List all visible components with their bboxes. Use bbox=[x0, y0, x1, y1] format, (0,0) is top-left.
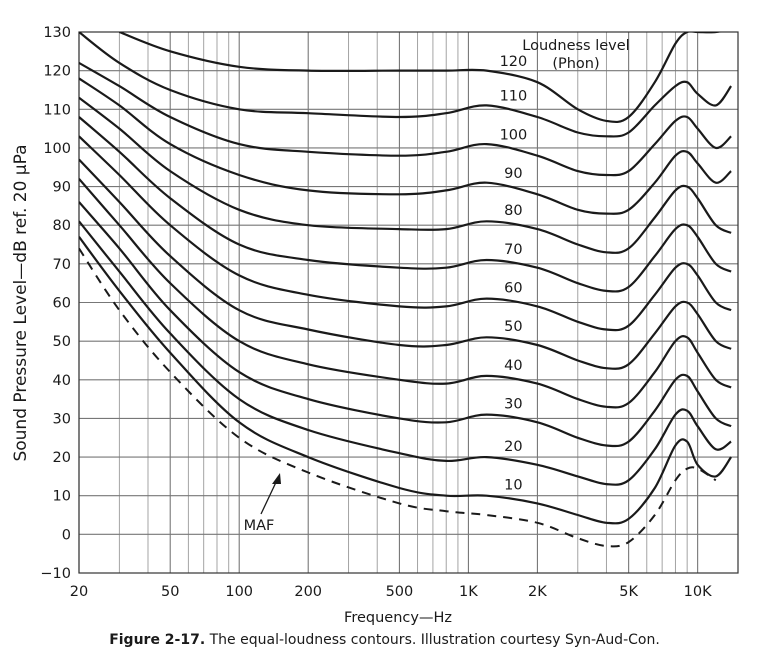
y-axis-label: Sound Pressure Level—dB ref. 20 μPa bbox=[11, 144, 31, 461]
caption-text: The equal-loudness contours. Illustratio… bbox=[205, 632, 660, 648]
x-tick-label: 100 bbox=[225, 584, 253, 600]
phon-label-90: 90 bbox=[504, 166, 522, 182]
phon-label-30: 30 bbox=[504, 396, 522, 412]
y-tick-label: 110 bbox=[43, 102, 71, 118]
x-tick-label: 2K bbox=[528, 584, 547, 600]
y-tick-label: 100 bbox=[43, 141, 71, 157]
y-tick-label: 30 bbox=[53, 411, 71, 427]
caption-figure-number: Figure 2-17. bbox=[109, 632, 206, 648]
phon-label-50: 50 bbox=[504, 319, 522, 335]
x-tick-label: 50 bbox=[161, 584, 179, 600]
loudness-curve-50-phon bbox=[79, 158, 732, 370]
maf-label: MAF bbox=[244, 518, 275, 534]
plot-frame bbox=[78, 31, 739, 574]
loudness-curve-90-phon bbox=[79, 77, 732, 215]
y-tick-label: 20 bbox=[53, 450, 71, 466]
x-tick-label: 1K bbox=[459, 584, 478, 600]
y-tick-label: 70 bbox=[53, 257, 71, 273]
loudness-curve-100-phon bbox=[79, 61, 732, 177]
x-tick-label: 500 bbox=[386, 584, 414, 600]
loudness-curve-60-phon bbox=[79, 135, 732, 332]
loudness-curve-40-phon bbox=[79, 178, 732, 409]
phon-label-100: 100 bbox=[500, 127, 528, 143]
y-tick-label: 90 bbox=[53, 180, 71, 196]
y-tick-label: 40 bbox=[53, 373, 71, 389]
legend-subtitle: (Phon) bbox=[552, 56, 599, 72]
y-tick-label: 60 bbox=[53, 296, 71, 312]
x-tick-label: 20 bbox=[70, 584, 88, 600]
x-tick-label: 200 bbox=[294, 584, 322, 600]
maf-curve bbox=[79, 247, 717, 548]
loudness-curve-10-phon bbox=[79, 236, 733, 525]
phon-label-70: 70 bbox=[504, 242, 522, 258]
phon-label-10: 10 bbox=[504, 478, 522, 494]
phon-label-120: 120 bbox=[500, 54, 528, 70]
loudness-curve-20-phon bbox=[79, 220, 732, 486]
x-tick-label: 5K bbox=[619, 584, 638, 600]
y-tick-label: 130 bbox=[43, 25, 71, 41]
phon-label-80: 80 bbox=[504, 203, 522, 219]
y-tick-label: 10 bbox=[53, 489, 71, 505]
phon-labels: 10 20 30 40 50 60 70 80 90 100 110 120 bbox=[500, 54, 528, 494]
y-tick-label: 120 bbox=[43, 64, 71, 80]
phon-label-60: 60 bbox=[504, 280, 522, 296]
y-tick-label: −10 bbox=[40, 566, 71, 582]
loudness-curve-70-phon bbox=[79, 116, 732, 293]
phon-label-40: 40 bbox=[504, 358, 522, 374]
maf-arrow bbox=[260, 473, 281, 515]
phon-label-110: 110 bbox=[500, 89, 528, 105]
y-tick-label: 50 bbox=[53, 334, 71, 350]
legend-title: Loudness level bbox=[522, 38, 629, 54]
loudness-curve-30-phon bbox=[79, 201, 732, 448]
loudness-curves bbox=[79, 32, 733, 548]
y-tick-label: 0 bbox=[62, 527, 71, 543]
x-tick-label: 10K bbox=[684, 584, 712, 600]
figure-caption: Figure 2-17. The equal-loudness contours… bbox=[0, 632, 769, 648]
loudness-curve-120-phon bbox=[119, 32, 722, 124]
x-axis-label: Frequency—Hz bbox=[344, 610, 452, 626]
loudness-curve-110-phon bbox=[79, 32, 733, 138]
chart-grid bbox=[78, 31, 738, 574]
phon-label-20: 20 bbox=[504, 439, 522, 455]
loudness-curve-80-phon bbox=[79, 96, 732, 254]
y-tick-label: 80 bbox=[53, 218, 71, 234]
